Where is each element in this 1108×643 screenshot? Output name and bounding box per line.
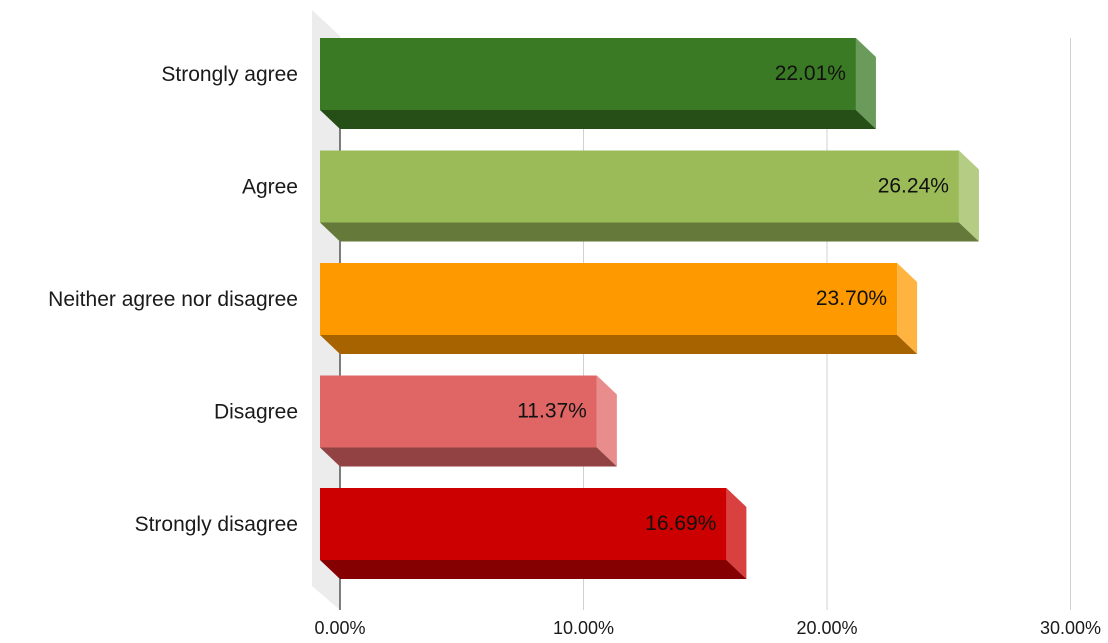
- data-label: 22.01%: [775, 62, 846, 85]
- data-label: 23.70%: [816, 287, 887, 310]
- bar: 26.24%: [320, 150, 979, 242]
- category-label: Strongly disagree: [135, 513, 298, 536]
- category-label: Disagree: [214, 401, 298, 424]
- data-label: 11.37%: [517, 400, 587, 423]
- bar: 11.37%: [320, 375, 617, 467]
- bar-bottom-face: [320, 447, 617, 467]
- bar-front-face: [320, 38, 856, 110]
- bar-front-face: [320, 488, 727, 560]
- bar-front-face: [320, 375, 597, 448]
- bar-front-face: [320, 150, 959, 223]
- category-label: Neither agree nor disagree: [48, 288, 298, 311]
- x-tick-label: 0.00%: [314, 618, 365, 638]
- category-label: Strongly agree: [161, 63, 298, 86]
- category-label: Agree: [242, 176, 298, 199]
- bars: 22.01% 26.24% 23.70% 11.37% 16.69%: [320, 38, 979, 579]
- category-labels: Strongly agree Agree Neither agree nor dis…: [48, 63, 298, 536]
- bar: 23.70%: [320, 263, 918, 354]
- bar-front-face: [320, 263, 898, 335]
- bar-end-face: [897, 263, 918, 354]
- bar: 16.69%: [320, 488, 747, 579]
- x-tick-label: 10.00%: [553, 618, 614, 638]
- data-label: 26.24%: [878, 175, 949, 198]
- data-label: 16.69%: [645, 512, 716, 535]
- bar-bottom-face: [320, 222, 979, 242]
- bar: 22.01%: [320, 38, 876, 129]
- bar-bottom-face: [320, 110, 876, 129]
- x-tick-label: 30.00%: [1040, 618, 1101, 638]
- x-axis-tick-labels: 0.00% 10.00% 20.00% 30.00%: [314, 618, 1101, 638]
- bar-end-face: [726, 488, 747, 579]
- bar-end-face: [958, 150, 979, 242]
- bar-end-face: [855, 38, 876, 129]
- bar-end-face: [596, 375, 617, 467]
- bar-bottom-face: [320, 335, 918, 354]
- x-tick-label: 20.00%: [796, 618, 857, 638]
- bar-bottom-face: [320, 560, 747, 579]
